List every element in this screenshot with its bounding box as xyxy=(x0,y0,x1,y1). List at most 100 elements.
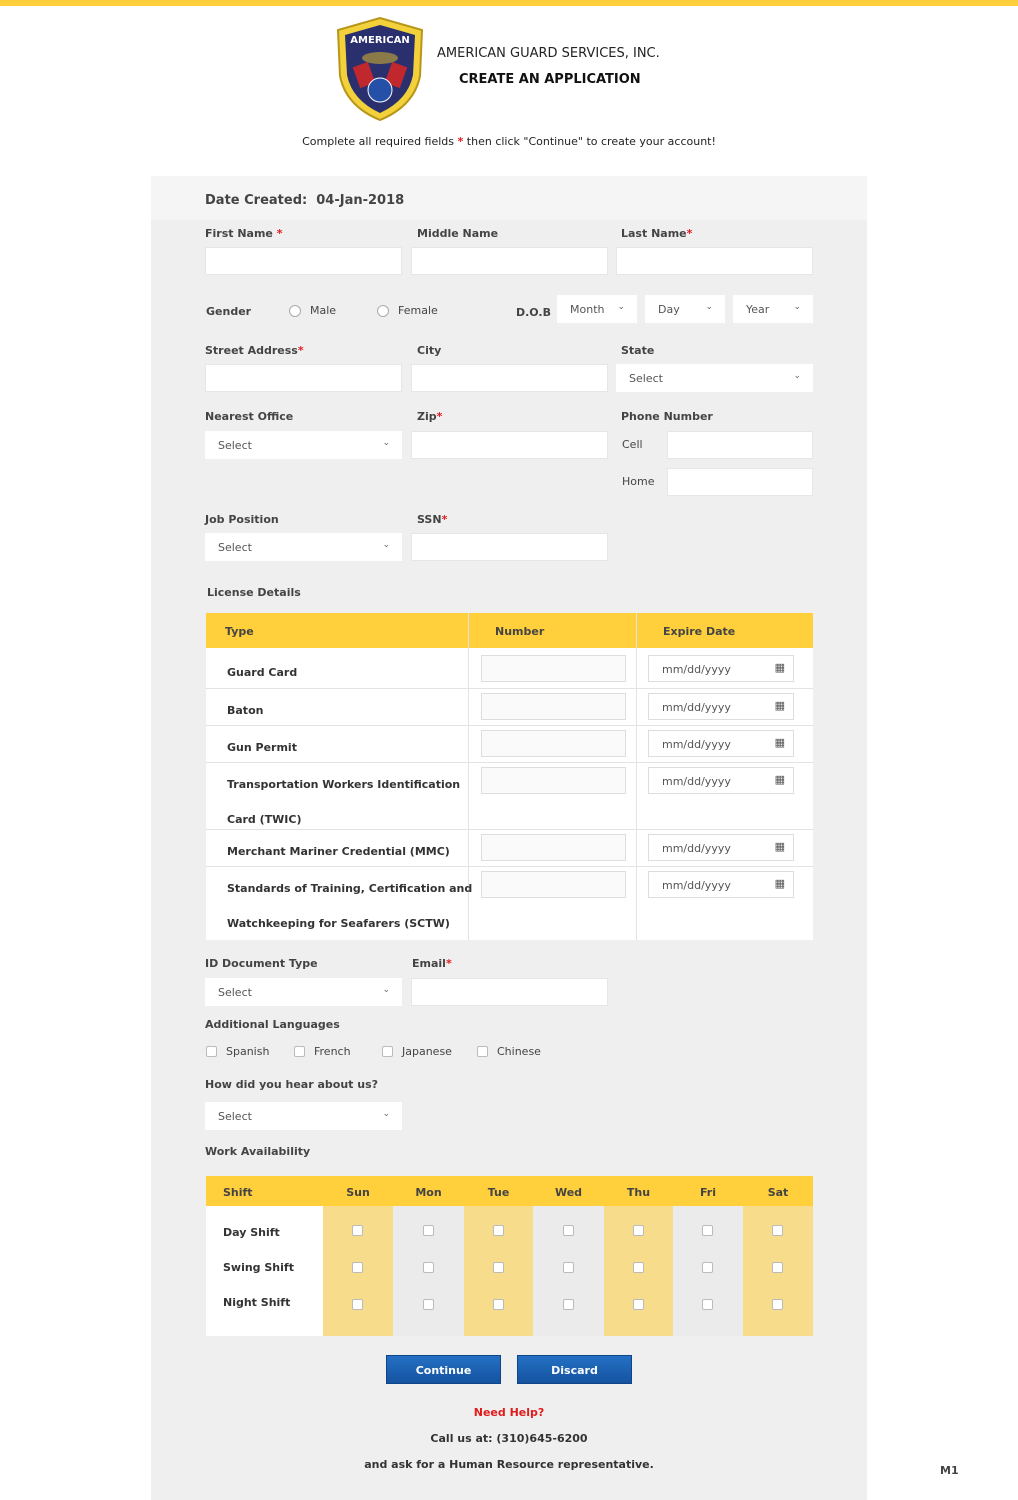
home-phone-input[interactable] xyxy=(667,468,813,496)
shift-checkbox[interactable] xyxy=(352,1225,363,1236)
female-label: Female xyxy=(398,304,438,317)
id-doc-label: ID Document Type xyxy=(205,957,318,970)
shift-checkbox[interactable] xyxy=(492,1225,504,1236)
date-created: Date Created: 04-Jan-2018 xyxy=(205,193,405,208)
chevron-down-icon: ⌄ xyxy=(382,985,390,995)
license-expire-date-input[interactable]: mm/dd/yyyy ▦ xyxy=(648,834,794,861)
last-name-input[interactable] xyxy=(616,247,813,275)
language-checkbox[interactable] xyxy=(382,1046,393,1057)
shift-checkbox[interactable] xyxy=(562,1225,574,1236)
date-placeholder: mm/dd/yyyy xyxy=(662,842,731,855)
license-number-input[interactable] xyxy=(481,871,626,898)
date-placeholder: mm/dd/yyyy xyxy=(662,879,731,892)
shift-checkbox[interactable] xyxy=(562,1299,574,1310)
state-select[interactable]: Select ⌄ xyxy=(616,364,813,392)
first-name-label: First Name * xyxy=(205,227,283,240)
id-doc-select[interactable]: Select ⌄ xyxy=(205,978,402,1006)
license-number-input[interactable] xyxy=(481,730,626,757)
license-type: Standards of Training, Certification and xyxy=(227,882,473,895)
license-expire-date-input[interactable]: mm/dd/yyyy ▦ xyxy=(648,871,794,898)
languages-label: Additional Languages xyxy=(205,1018,340,1031)
license-expire-date-input[interactable]: mm/dd/yyyy ▦ xyxy=(648,693,794,720)
city-label: City xyxy=(417,344,442,357)
shift-checkbox[interactable] xyxy=(702,1262,713,1273)
dob-month-select[interactable]: Month ⌄ xyxy=(557,295,637,323)
calendar-icon[interactable]: ▦ xyxy=(774,736,785,749)
nearest-office-select[interactable]: Select ⌄ xyxy=(205,431,402,459)
license-number-input[interactable] xyxy=(481,834,626,861)
shift-checkbox[interactable] xyxy=(702,1299,713,1310)
shift-checkbox[interactable] xyxy=(772,1225,783,1236)
shift-checkbox[interactable] xyxy=(632,1262,644,1273)
discard-button[interactable]: Discard xyxy=(517,1355,632,1384)
shift-checkbox[interactable] xyxy=(772,1299,783,1310)
dob-year-select[interactable]: Year ⌄ xyxy=(733,295,813,323)
calendar-icon[interactable]: ▦ xyxy=(774,877,785,890)
top-accent-bar xyxy=(0,0,1018,6)
chevron-down-icon: ⌄ xyxy=(382,1109,390,1119)
call-text: Call us at: (310)645-6200 xyxy=(430,1432,588,1445)
zip-input[interactable] xyxy=(411,431,608,459)
shift-checkbox[interactable] xyxy=(492,1262,504,1273)
license-number-input[interactable] xyxy=(481,655,626,682)
language-checkbox[interactable] xyxy=(294,1046,305,1057)
shift-checkbox[interactable] xyxy=(422,1225,434,1236)
calendar-icon[interactable]: ▦ xyxy=(774,773,785,786)
shift-checkbox[interactable] xyxy=(492,1299,504,1310)
middle-name-input[interactable] xyxy=(411,247,608,275)
license-expire-date-input[interactable]: mm/dd/yyyy ▦ xyxy=(648,730,794,757)
calendar-icon[interactable]: ▦ xyxy=(774,840,785,853)
shift-checkbox[interactable] xyxy=(632,1299,644,1310)
email-input[interactable] xyxy=(411,978,608,1006)
continue-button[interactable]: Continue xyxy=(386,1355,501,1384)
shift-checkbox[interactable] xyxy=(422,1262,434,1273)
dob-day-select[interactable]: Day ⌄ xyxy=(645,295,725,323)
gender-male-radio[interactable] xyxy=(289,305,301,317)
shift-checkbox[interactable] xyxy=(352,1299,363,1310)
license-number-input[interactable] xyxy=(481,767,626,794)
column-divider xyxy=(468,613,469,940)
shift-checkbox[interactable] xyxy=(422,1299,434,1310)
cell-phone-input[interactable] xyxy=(667,431,813,459)
date-placeholder: mm/dd/yyyy xyxy=(662,738,731,751)
gender-female-radio[interactable] xyxy=(377,305,389,317)
language-checkbox[interactable] xyxy=(206,1046,217,1057)
license-number-input[interactable] xyxy=(481,693,626,720)
date-placeholder: mm/dd/yyyy xyxy=(662,663,731,676)
male-label: Male xyxy=(310,304,337,317)
license-expire-date-input[interactable]: mm/dd/yyyy ▦ xyxy=(648,767,794,794)
language-label: Spanish xyxy=(226,1045,270,1058)
how-heard-select[interactable]: Select ⌄ xyxy=(205,1102,402,1130)
license-expire-date-input[interactable]: mm/dd/yyyy ▦ xyxy=(648,655,794,682)
shift-table-header xyxy=(206,1176,813,1206)
chevron-down-icon: ⌄ xyxy=(382,540,390,550)
instructions: Complete all required fields * then clic… xyxy=(302,135,716,148)
chevron-down-icon: ⌄ xyxy=(793,371,801,381)
calendar-icon[interactable]: ▦ xyxy=(774,699,785,712)
row-divider xyxy=(206,829,813,830)
chevron-down-icon: ⌄ xyxy=(382,438,390,448)
license-details-heading: License Details xyxy=(207,586,301,599)
date-placeholder: mm/dd/yyyy xyxy=(662,775,731,788)
shift-checkbox[interactable] xyxy=(702,1225,713,1236)
state-label: State xyxy=(621,344,655,357)
middle-name-label: Middle Name xyxy=(417,227,499,240)
day-header: Fri xyxy=(699,1186,716,1199)
zip-label: Zip* xyxy=(417,410,443,423)
city-input[interactable] xyxy=(411,364,608,392)
phone-label: Phone Number xyxy=(621,410,713,423)
shift-checkbox[interactable] xyxy=(562,1262,574,1273)
shift-checkbox[interactable] xyxy=(352,1262,363,1273)
job-position-select[interactable]: Select ⌄ xyxy=(205,533,402,561)
need-help-link[interactable]: Need Help? xyxy=(473,1406,545,1419)
calendar-icon[interactable]: ▦ xyxy=(774,661,785,674)
shift-checkbox[interactable] xyxy=(772,1262,783,1273)
shift-checkbox[interactable] xyxy=(632,1225,644,1236)
gender-label: Gender xyxy=(206,305,252,318)
license-header-number: Number xyxy=(495,625,545,638)
language-checkbox[interactable] xyxy=(477,1046,488,1057)
street-input[interactable] xyxy=(205,364,402,392)
dob-label: D.O.B xyxy=(516,306,551,319)
first-name-input[interactable] xyxy=(205,247,402,275)
ssn-input[interactable] xyxy=(411,533,608,561)
